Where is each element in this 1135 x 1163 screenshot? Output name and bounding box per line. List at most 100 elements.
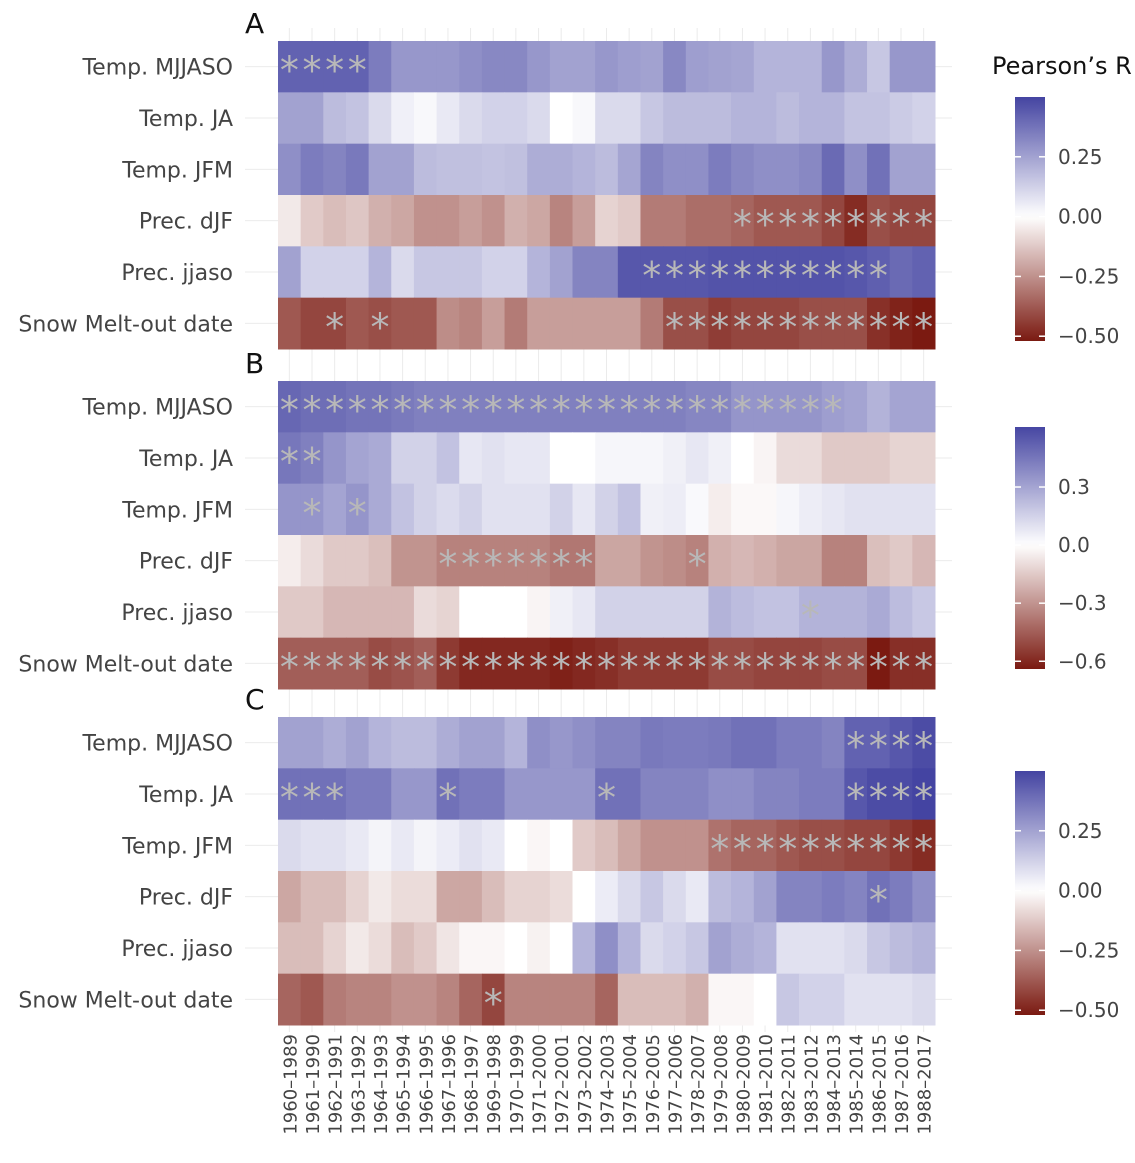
heatmap-cell [368, 973, 392, 1026]
significance-marker: * [280, 645, 299, 689]
colorbar-tick-label: 0.00 [1058, 205, 1103, 229]
significance-marker: * [552, 389, 571, 433]
heatmap-cell [391, 535, 415, 587]
x-tick-label: 1983–2012 [801, 1034, 822, 1135]
heatmap-cell [504, 586, 528, 639]
heatmap-cell [323, 381, 347, 433]
row-label: Prec. dJF [139, 210, 233, 235]
heatmap-cell [889, 483, 913, 536]
significance-marker: * [869, 254, 888, 298]
heatmap-cell [459, 483, 483, 536]
heatmap-cell [459, 535, 483, 587]
heatmap-cell [867, 432, 891, 485]
heatmap-cell [844, 381, 868, 433]
heatmap-cell [617, 92, 641, 145]
heatmap-cell [300, 143, 324, 196]
x-tick-label: 1971–2000 [530, 1034, 551, 1135]
significance-marker: * [914, 305, 933, 349]
heatmap-cell [549, 922, 574, 975]
heatmap-cell [459, 297, 483, 350]
heatmap-cell [821, 41, 845, 93]
heatmap-cell [753, 922, 777, 975]
heatmap-cell [844, 297, 868, 350]
heatmap-cell [527, 535, 551, 587]
heatmap-cell [391, 819, 415, 872]
heatmap-cell [278, 195, 302, 247]
significance-marker: * [665, 305, 684, 349]
heatmap-cell [844, 143, 868, 196]
heatmap-cell [799, 92, 823, 145]
significance-marker: * [688, 305, 707, 349]
colorbar-tick-label: 0.00 [1058, 879, 1103, 903]
heatmap-cell [640, 871, 664, 923]
heatmap-cell [776, 41, 800, 93]
heatmap-cell [527, 768, 551, 821]
heatmap-cell [617, 535, 641, 587]
significance-marker: * [801, 203, 820, 247]
x-tick-label: 1964–1993 [371, 1034, 392, 1135]
significance-marker: * [597, 645, 616, 689]
heatmap-cell [776, 973, 800, 1026]
heatmap-cell [391, 143, 415, 196]
heatmap-cell [731, 483, 755, 536]
heatmap-cell [708, 922, 732, 975]
heatmap-cell [572, 92, 596, 145]
heatmap-cell [663, 432, 687, 485]
heatmap-cell [776, 246, 800, 299]
heatmap-cell [663, 381, 687, 433]
significance-marker: * [665, 645, 684, 689]
heatmap-cell [549, 432, 574, 485]
significance-marker: * [801, 389, 820, 433]
heatmap-cell [459, 41, 483, 93]
heatmap-cell [345, 637, 370, 690]
significance-marker: * [574, 543, 593, 587]
significance-marker: * [506, 645, 525, 689]
heatmap-cell [867, 381, 891, 433]
significance-marker: * [869, 827, 888, 871]
heatmap-cell [685, 973, 709, 1026]
heatmap-cell [323, 922, 347, 975]
heatmap-cell [413, 586, 438, 639]
heatmap-cell [413, 195, 438, 247]
heatmap-cell [595, 41, 619, 93]
heatmap-cell [481, 637, 506, 690]
heatmap-cell [685, 819, 709, 872]
heatmap-cell [708, 768, 732, 821]
heatmap-cell [844, 871, 868, 923]
heatmap-cell [912, 483, 936, 536]
heatmap-cell [731, 768, 755, 821]
heatmap-cell [685, 717, 709, 769]
heatmap-cell [776, 195, 800, 247]
significance-marker: * [892, 645, 911, 689]
significance-marker: * [914, 203, 933, 247]
heatmap-cell [436, 768, 460, 821]
x-tick-label: 1978–2007 [688, 1034, 709, 1135]
heatmap-cell [617, 586, 641, 639]
heatmap-cell [663, 717, 687, 769]
significance-marker: * [824, 389, 843, 433]
significance-marker: * [869, 203, 888, 247]
heatmap-cell [345, 768, 370, 821]
heatmap-cell [617, 922, 641, 975]
heatmap-cell [753, 483, 777, 536]
heatmap-cell [640, 483, 664, 536]
significance-marker: * [801, 827, 820, 871]
x-tick-label: 1973–2002 [575, 1034, 596, 1135]
significance-marker: * [438, 645, 457, 689]
heatmap-cell [640, 297, 664, 350]
heatmap-cell [799, 973, 823, 1026]
heatmap-cell [753, 819, 777, 872]
heatmap-cell [889, 586, 913, 639]
heatmap-cell [731, 246, 755, 299]
heatmap-cell [368, 717, 392, 769]
significance-marker: * [688, 389, 707, 433]
heatmap-cell [844, 768, 868, 821]
heatmap-cell [323, 535, 347, 587]
heatmap-cell [481, 246, 506, 299]
heatmap-cell [504, 381, 528, 433]
heatmap-cell [345, 973, 370, 1026]
heatmap-cell [345, 586, 370, 639]
heatmap-cell [912, 768, 936, 821]
heatmap-cell [300, 717, 324, 769]
